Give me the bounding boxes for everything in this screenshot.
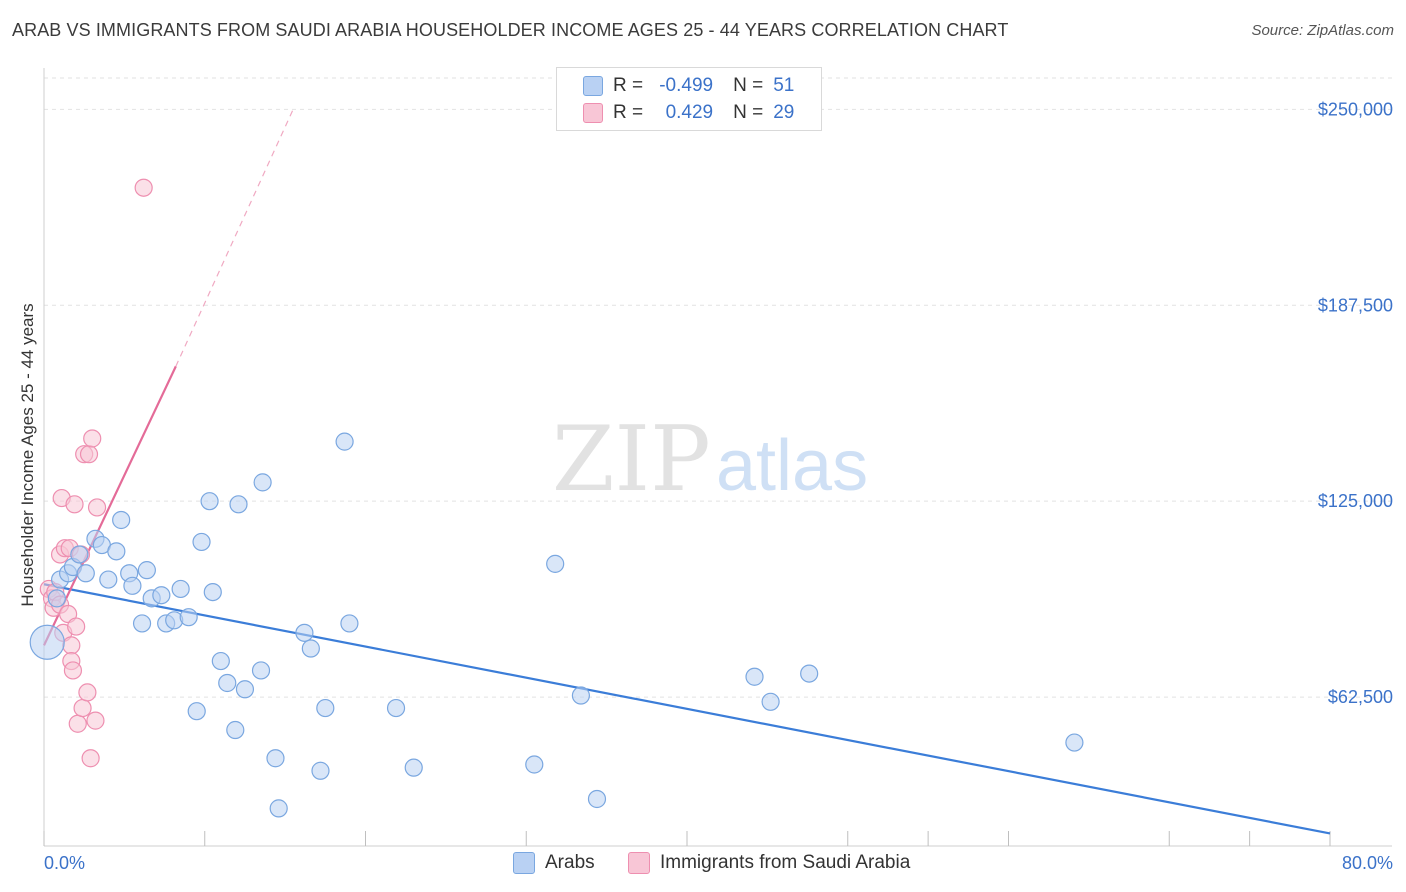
point-arabs (386, 698, 406, 718)
legend-swatch-saudi (583, 103, 603, 123)
legend-swatch-arabs (583, 76, 603, 96)
x-tick-label-min: 0.0% (44, 853, 85, 873)
y-tick-labels: $62,500 $125,000 $187,500 $250,000 (1318, 99, 1393, 707)
legend-n-value-arabs: 51 (773, 75, 795, 96)
series-legend-saudi[interactable]: Immigrants from Saudi Arabia (628, 852, 910, 874)
point-saudi (73, 698, 92, 718)
series-swatch-arabs (513, 852, 535, 874)
y-axis-title: Householder Income Ages 25 - 44 years (18, 303, 37, 606)
point-arabs (251, 661, 271, 680)
point-arabs (70, 545, 89, 564)
point-arabs (761, 692, 780, 711)
point-arabs (745, 667, 764, 686)
point-arabs (171, 579, 190, 599)
point-arabs (211, 651, 230, 671)
point-arabs (571, 686, 591, 705)
watermark-zip: ZIP (552, 407, 711, 512)
point-saudi (87, 498, 107, 517)
point-arabs (587, 789, 607, 809)
point-arabs (107, 542, 126, 561)
point-saudi (78, 683, 97, 702)
point-arabs (1065, 733, 1084, 752)
legend-r-label: R = (613, 75, 644, 96)
point-arabs (179, 608, 198, 627)
point-arabs (132, 614, 152, 633)
series-legend: Arabs Immigrants from Saudi Arabia (0, 852, 1406, 878)
legend-r-value-arabs: -0.499 (659, 75, 714, 96)
legend-row-arabs: R = -0.499 N = 51 (583, 73, 794, 99)
point-arabs (800, 664, 819, 683)
point-arabs (316, 698, 335, 718)
point-arabs (295, 623, 314, 642)
point-arabs (226, 720, 245, 740)
point-arabs (546, 554, 565, 573)
point-saudi (68, 714, 87, 733)
point-saudi (134, 178, 153, 197)
point-arabs (269, 799, 288, 818)
point-arabs (29, 624, 65, 660)
point-arabs (203, 582, 222, 602)
watermark-atlas: atlas (716, 426, 868, 506)
chart-source: Source: ZipAtlas.com (1251, 22, 1394, 39)
series-label-saudi: Immigrants from Saudi Arabia (660, 852, 911, 873)
point-arabs (340, 614, 359, 633)
point-arabs (235, 680, 255, 699)
point-arabs (335, 432, 354, 451)
legend-r-value-saudi: 0.429 (665, 102, 714, 123)
point-arabs (229, 495, 248, 514)
point-saudi (86, 711, 105, 730)
correlation-legend: R = -0.499 N = 51 R = 0.429 N = 29 (556, 67, 822, 131)
point-arabs (218, 673, 237, 693)
point-arabs (200, 492, 219, 511)
point-arabs (99, 570, 118, 589)
trend-line-arabs (43, 583, 1331, 835)
axes (43, 68, 1392, 847)
legend-row-saudi: R = 0.429 N = 29 (583, 100, 794, 126)
series-label-arabs: Arabs (545, 852, 595, 873)
legend-n-label: N = (733, 75, 764, 96)
point-arabs (525, 755, 544, 774)
point-arabs (47, 589, 66, 608)
y-tick-label: $125,000 (1318, 491, 1393, 511)
trend-line-saudi-extension (175, 109, 294, 367)
point-arabs (301, 639, 320, 658)
x-tick-label-max: 80.0% (1342, 853, 1393, 873)
x-tick-labels: 0.0% 80.0% (44, 853, 1393, 873)
series-swatch-saudi (628, 852, 650, 874)
point-saudi (81, 749, 100, 768)
gridlines (44, 77, 1392, 698)
point-saudi (83, 429, 102, 448)
point-saudi (65, 495, 84, 514)
legend-n-label: N = (733, 102, 764, 123)
point-arabs (192, 532, 211, 552)
point-arabs (266, 749, 285, 768)
y-tick-label: $250,000 (1318, 99, 1393, 119)
point-arabs (311, 761, 330, 780)
point-arabs (253, 473, 272, 492)
point-arabs (152, 586, 171, 605)
point-arabs (123, 576, 142, 595)
y-tick-label: $187,500 (1318, 295, 1393, 315)
point-arabs (404, 758, 423, 777)
point-arabs (112, 510, 131, 530)
data-points (29, 178, 1084, 818)
series-legend-arabs[interactable]: Arabs (513, 852, 595, 874)
point-saudi (79, 445, 99, 464)
point-saudi (67, 617, 86, 636)
y-tick-label: $62,500 (1328, 687, 1393, 707)
chart-title: ARAB VS IMMIGRANTS FROM SAUDI ARABIA HOU… (12, 20, 1009, 40)
point-saudi (62, 636, 81, 655)
point-arabs (187, 702, 206, 721)
point-arabs (137, 561, 156, 580)
legend-n-value-saudi: 29 (773, 102, 795, 123)
point-arabs (76, 564, 95, 583)
point-saudi (63, 661, 83, 680)
watermark: ZIP atlas (552, 407, 868, 512)
legend-r-label: R = (613, 102, 644, 123)
